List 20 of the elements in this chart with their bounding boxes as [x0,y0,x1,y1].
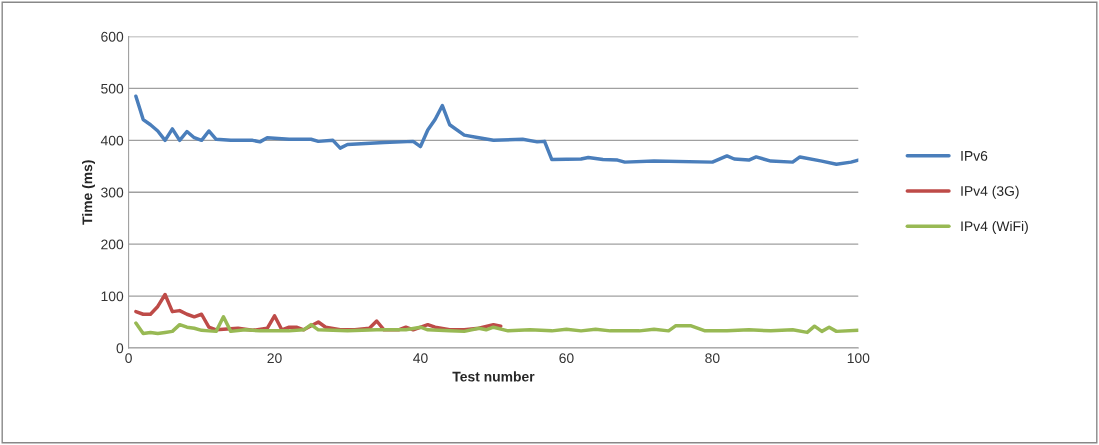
y-tick-label: 300 [101,187,124,198]
y-tick-label: 400 [100,135,124,146]
legend-label: IPv4 (WiFi) [961,220,1028,234]
y-tick-label: 200 [101,239,124,250]
x-axis-title: Test number [452,371,535,382]
line-series [134,94,859,166]
y-tick-label: 600 [101,31,124,42]
y-tick-label: 0 [116,343,124,354]
x-tick-label: 100 [847,353,870,364]
x-tick-label: 20 [267,353,282,364]
line-series [134,315,859,336]
x-tick-label: 80 [705,353,720,364]
legend-label: IPv6 [961,150,988,161]
x-tick-label: 40 [413,353,428,364]
x-tick-label: 0 [125,353,132,364]
y-axis-title: Time (ms) [82,160,95,225]
x-tick-label: 60 [559,353,574,364]
legend-label: IPv4 (3G) [961,185,1019,199]
y-tick-label: 100 [101,291,124,302]
y-tick-label: 500 [101,83,124,94]
